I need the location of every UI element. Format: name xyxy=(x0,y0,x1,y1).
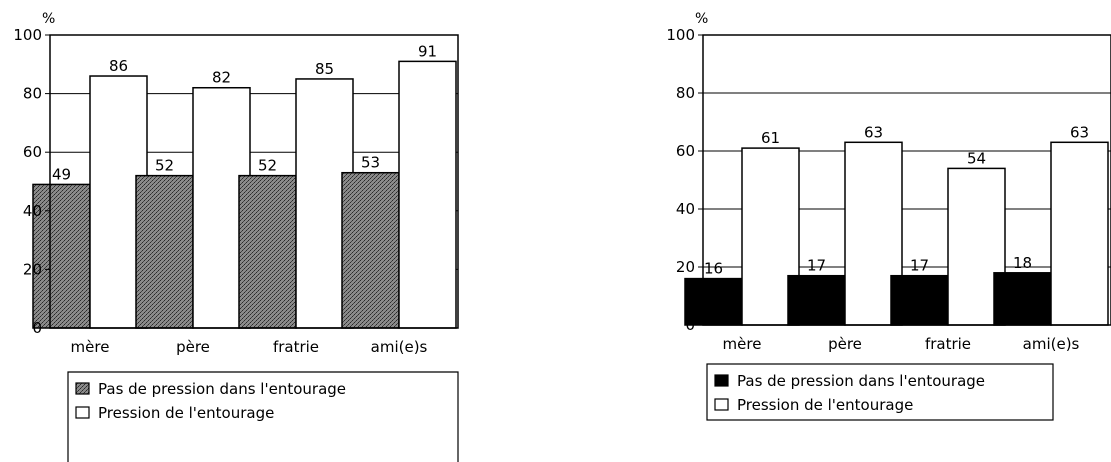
y-tick-label: 0 xyxy=(32,319,42,337)
data-label: 63 xyxy=(1070,123,1089,141)
data-label: 61 xyxy=(761,129,780,147)
legend-label: Pas de pression dans l'entourage xyxy=(98,380,346,398)
bars xyxy=(684,141,1109,326)
legend-box xyxy=(706,363,1054,421)
y-tick-label: 60 xyxy=(676,142,695,160)
x-tick-label: ami(e)s xyxy=(1023,335,1080,353)
data-label: 54 xyxy=(967,149,986,167)
data-label: 82 xyxy=(212,69,231,87)
y-axis: 0 20 40 60 80 100 xyxy=(13,26,50,337)
data-label: 52 xyxy=(155,157,174,175)
data-label: 53 xyxy=(361,154,380,172)
x-axis: mère père fratrie ami(e)s xyxy=(723,335,1080,353)
legend: Pas de pression dans l'entourage Pression… xyxy=(67,371,459,462)
x-tick-label: père xyxy=(176,338,210,356)
x-axis: mère père fratrie ami(e)s xyxy=(71,338,428,356)
bar-no-pressure xyxy=(238,174,297,329)
data-label: 52 xyxy=(258,157,277,175)
legend-label: Pas de pression dans l'entourage xyxy=(737,372,985,390)
y-tick-label: 40 xyxy=(676,200,695,218)
x-tick-label: ami(e)s xyxy=(371,338,428,356)
legend-swatch-no-pressure xyxy=(714,374,729,387)
data-label: 49 xyxy=(52,165,71,183)
chart-right: 0 20 40 60 80 100 mère père fratrie ami(e)s 16 61… xyxy=(666,11,1111,421)
x-tick-label: fratrie xyxy=(273,338,319,356)
bar-no-pressure xyxy=(890,274,949,326)
y-tick-label: 80 xyxy=(23,85,42,103)
legend: Pas de pression dans l'entourage Pression… xyxy=(706,363,1054,421)
y-tick-label: 20 xyxy=(676,258,695,276)
legend-swatch-pressure xyxy=(75,406,90,419)
bar-no-pressure xyxy=(993,272,1052,326)
y-axis-unit: % xyxy=(42,11,55,27)
y-tick-label: 100 xyxy=(13,26,42,44)
legend-swatch-no-pressure xyxy=(75,382,90,395)
legend-box xyxy=(67,371,459,462)
y-tick-label: 20 xyxy=(23,260,42,278)
x-tick-label: fratrie xyxy=(925,335,971,353)
data-label: 63 xyxy=(864,123,883,141)
chart-left: 0 20 40 60 80 100 mère père fratrie ami(e)s 49 86… xyxy=(13,11,459,462)
y-tick-label: 40 xyxy=(23,202,42,220)
bar-no-pressure xyxy=(787,274,846,326)
legend-label: Pression de l'entourage xyxy=(737,396,913,414)
plot-frame xyxy=(49,34,459,329)
y-axis: 0 20 40 60 80 100 xyxy=(666,26,703,334)
bar-no-pressure xyxy=(32,183,91,329)
x-tick-label: mère xyxy=(723,335,762,353)
legend-swatch-pressure xyxy=(714,398,729,411)
bar-pressure xyxy=(1050,141,1109,326)
data-label: 17 xyxy=(910,257,929,275)
y-tick-label: 100 xyxy=(666,26,695,44)
y-tick-label: 60 xyxy=(23,143,42,161)
data-label: 86 xyxy=(109,57,128,75)
x-tick-label: père xyxy=(828,335,862,353)
y-tick-label: 80 xyxy=(676,84,695,102)
data-labels: 49 86 52 82 52 85 53 91 xyxy=(52,42,437,183)
data-label: 17 xyxy=(807,257,826,275)
y-axis-unit: % xyxy=(695,11,708,27)
y-tick-label: 0 xyxy=(685,316,695,334)
data-label: 85 xyxy=(315,60,334,78)
data-label: 18 xyxy=(1013,254,1032,272)
data-label: 91 xyxy=(418,42,437,60)
bar-no-pressure xyxy=(135,174,194,329)
legend-label: Pression de l'entourage xyxy=(98,404,274,422)
plot-frame xyxy=(702,34,1111,326)
bar-pressure xyxy=(398,60,457,329)
bar-no-pressure xyxy=(341,171,400,329)
data-label: 16 xyxy=(704,260,723,278)
x-tick-label: mère xyxy=(71,338,110,356)
bars xyxy=(32,60,457,329)
data-labels: 16 61 17 63 17 54 18 63 xyxy=(704,123,1089,277)
